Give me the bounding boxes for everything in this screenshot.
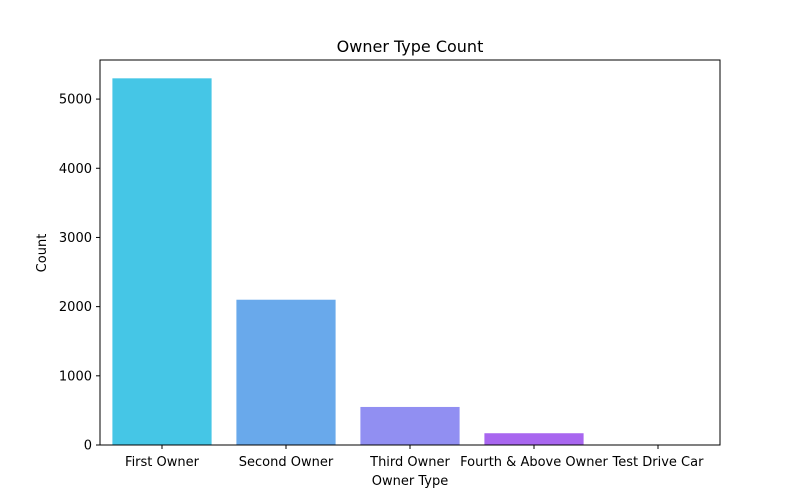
bar-second-owner (236, 300, 335, 445)
x-axis: First Owner Second Owner Third Owner Fourth… (125, 445, 704, 470)
y-axis-label: Count (35, 234, 50, 273)
x-tick-label: Second Owner (239, 455, 334, 470)
x-tick-label: Fourth & Above Owner (460, 455, 608, 470)
bar-first-owner (112, 78, 211, 445)
bar-fourth-above-owner (484, 433, 583, 445)
y-axis: 0 1000 2000 3000 4000 5000 (59, 93, 100, 454)
chart-title: Owner Type Count (337, 37, 484, 56)
y-tick-label: 0 (84, 439, 92, 454)
x-axis-label: Owner Type (372, 474, 448, 489)
y-tick-label: 4000 (59, 162, 92, 177)
y-tick-label: 3000 (59, 231, 92, 246)
x-tick-label: Test Drive Car (612, 455, 705, 470)
x-tick-label: Third Owner (369, 455, 450, 470)
x-tick-label: First Owner (125, 455, 200, 470)
y-tick-label: 2000 (59, 300, 92, 315)
y-tick-label: 5000 (59, 93, 92, 108)
y-tick-label: 1000 (59, 369, 92, 384)
bar-third-owner (360, 407, 459, 445)
bars-layer (112, 78, 707, 445)
